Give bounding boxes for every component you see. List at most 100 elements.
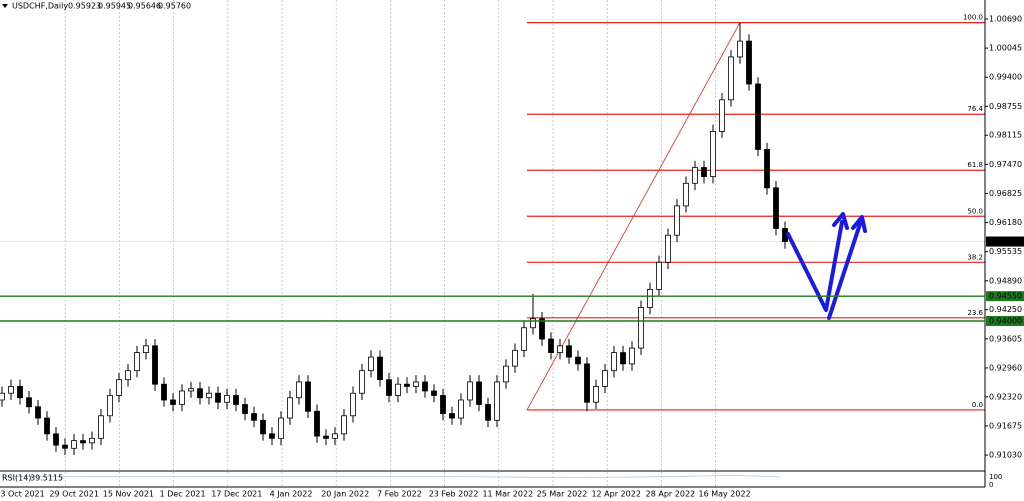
x-tick-label: 29 Oct 2021 xyxy=(49,490,98,499)
candle-body xyxy=(647,288,653,308)
candle-body xyxy=(557,345,563,353)
candle-body xyxy=(8,386,14,394)
y-tick-label: 0.98755 xyxy=(989,102,1022,111)
price-tag-label: 0.95760 xyxy=(989,237,1022,246)
rsi-tick-label: 0 xyxy=(989,481,993,489)
fib-level-label: 50.0 xyxy=(967,207,983,215)
fib-level-label: 100.0 xyxy=(963,14,983,22)
x-tick-label: 7 Feb 2022 xyxy=(377,490,422,499)
menu-arrow xyxy=(2,4,8,8)
candle-body xyxy=(719,99,725,132)
candle-body xyxy=(134,352,140,372)
candle-body xyxy=(773,187,779,229)
candle-body xyxy=(242,404,248,414)
y-tick-label: 0.97470 xyxy=(989,160,1022,169)
fib-level-label: 38.2 xyxy=(967,253,983,261)
quote-low: 0.95646 xyxy=(128,2,161,11)
candle-body xyxy=(737,40,743,58)
level-tag xyxy=(986,315,1024,326)
candle-body xyxy=(269,433,275,439)
candle-body xyxy=(0,392,5,401)
candle-body xyxy=(395,383,401,396)
candle-body xyxy=(26,397,32,408)
candle-body xyxy=(431,390,437,396)
candle-body xyxy=(116,379,122,396)
candle-body xyxy=(296,381,302,399)
candle-body xyxy=(593,386,599,403)
candle-body xyxy=(503,365,509,383)
level-label: 0.94000 xyxy=(989,316,1022,325)
y-tick-label: 0.95535 xyxy=(989,247,1022,256)
plot xyxy=(0,22,985,456)
candle-body xyxy=(386,379,392,396)
candle-body xyxy=(224,395,230,403)
x-tick-label: 1 Dec 2021 xyxy=(160,490,206,499)
x-tick-label: 28 Apr 2022 xyxy=(646,490,695,499)
quote-open: 0.95923 xyxy=(68,2,101,11)
candle-body xyxy=(260,419,266,435)
x-tick-label: 11 Mar 2022 xyxy=(482,490,533,499)
candle-body xyxy=(629,347,635,365)
candle-body xyxy=(197,388,203,399)
candle-body xyxy=(179,390,185,405)
candle-body xyxy=(278,417,284,439)
candle-body xyxy=(755,83,761,150)
price-tag xyxy=(986,236,1024,247)
y-tick-label: 0.99400 xyxy=(989,73,1022,82)
candle-body xyxy=(422,381,428,392)
candle-body xyxy=(188,388,194,392)
candle-body xyxy=(683,182,689,207)
y-tick-label: 0.96180 xyxy=(989,218,1022,227)
candle-body xyxy=(89,437,95,444)
x-tick-label: 20 Jan 2022 xyxy=(321,490,369,499)
candle-body xyxy=(512,349,518,367)
candle-body xyxy=(305,381,311,412)
candle-body xyxy=(728,56,734,101)
candle-body xyxy=(251,413,257,421)
candle-body xyxy=(341,415,347,435)
candle-body xyxy=(575,356,581,365)
candle-body xyxy=(206,392,212,399)
candle-body xyxy=(215,392,221,403)
candle-body xyxy=(656,261,662,290)
y-tick-label: 0.93605 xyxy=(989,334,1022,343)
candle-body xyxy=(620,352,626,365)
y-tick-label: 1.00690 xyxy=(989,15,1022,24)
candle-body xyxy=(701,167,707,177)
y-tick-label: 0.92320 xyxy=(989,392,1022,401)
candle-body xyxy=(548,338,554,353)
y-tick-label: 0.98115 xyxy=(989,131,1022,140)
y-tick-label: 0.96825 xyxy=(989,189,1022,198)
level-tag xyxy=(986,291,1024,302)
x-tick-label: 25 Mar 2022 xyxy=(537,490,588,499)
candle-body xyxy=(233,395,239,405)
y-tick-label: 0.94890 xyxy=(989,276,1022,285)
candle-body xyxy=(449,413,455,419)
x-tick-label: 17 Dec 2021 xyxy=(211,490,262,499)
x-tick-label: 12 Apr 2022 xyxy=(591,490,640,499)
candle-body xyxy=(521,327,527,351)
candle-body xyxy=(314,410,320,437)
candle-body xyxy=(332,433,338,439)
candle-body xyxy=(476,381,482,405)
candle-body xyxy=(323,435,329,439)
candle-body xyxy=(35,406,41,419)
arrow-path xyxy=(827,222,862,320)
candle-body xyxy=(467,381,473,401)
candle-body xyxy=(98,415,104,439)
fib-trend-line xyxy=(526,22,741,411)
candle-body xyxy=(17,386,23,399)
x-tick-label: 15 Nov 2021 xyxy=(103,490,154,499)
x-tick-label: 4 Jan 2022 xyxy=(270,490,313,499)
arrow-head xyxy=(851,215,867,233)
candle-body xyxy=(143,345,149,353)
level-label: 0.94550 xyxy=(989,292,1022,301)
quote-close: 0.95760 xyxy=(158,2,191,11)
candle-body xyxy=(665,234,671,263)
candle-body xyxy=(80,440,86,444)
y-tick-label: 0.91030 xyxy=(989,451,1022,460)
candle-body xyxy=(413,381,419,387)
candle-body xyxy=(746,40,752,85)
fib-level-label: 61.8 xyxy=(967,161,983,169)
